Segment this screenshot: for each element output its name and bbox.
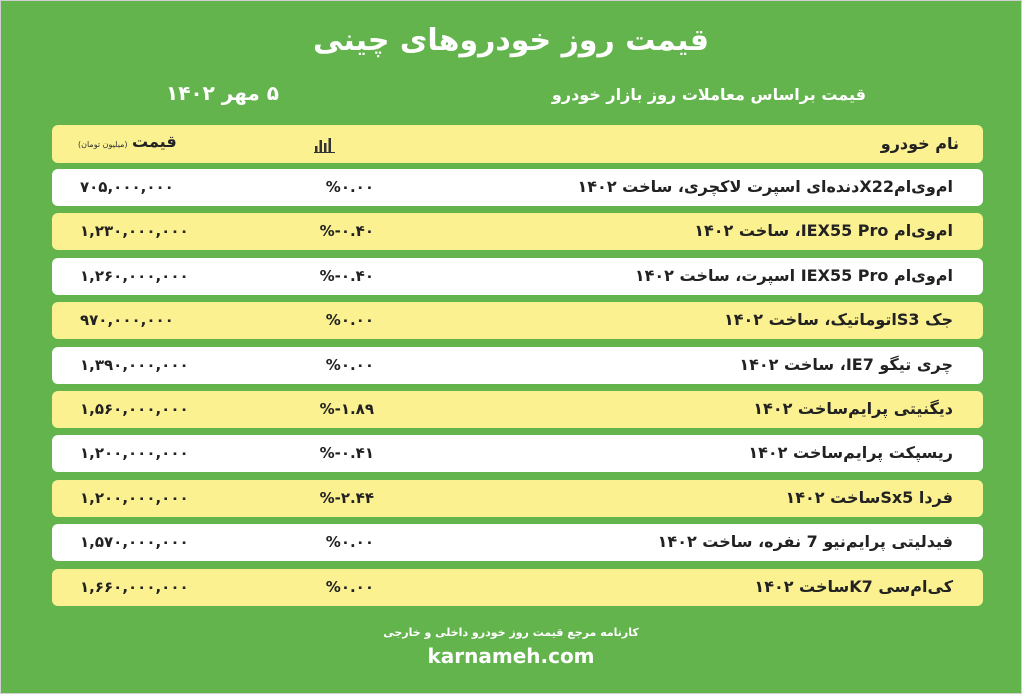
- table-row: فیدلیتی پرایم‌نیو 7 نفره، ساخت ۱۴۰۲ %۰.۰۰…: [52, 524, 983, 561]
- header-price: قیمت: [132, 132, 177, 151]
- table-row: فردا Sx5ساخت ۱۴۰۲ %-۲.۴۴ ۱,۲۰۰,۰۰۰,۰۰۰: [52, 480, 983, 517]
- price-change: %-۰.۴۰: [319, 267, 374, 285]
- car-price: ۱,۵۶۰,۰۰۰,۰۰۰: [80, 400, 189, 418]
- price-change: %۰.۰۰: [325, 356, 374, 374]
- subtitle: قیمت براساس معاملات روز بازار خودرو: [551, 85, 866, 104]
- date-label: ۵ مهر ۱۴۰۲: [166, 81, 279, 105]
- car-name: فیدلیتی پرایم‌نیو 7 نفره، ساخت ۱۴۰۲: [657, 532, 953, 551]
- car-name: چری تیگو IE7، ساخت ۱۴۰۲: [739, 355, 953, 374]
- car-name: دیگنیتی پرایم‌ساخت ۱۴۰۲: [753, 399, 953, 418]
- price-change: %۰.۰۰: [325, 578, 374, 596]
- price-change: %-۱.۸۹: [319, 400, 374, 418]
- car-price: ۷۰۵,۰۰۰,۰۰۰: [80, 178, 174, 196]
- price-change: %-۲.۴۴: [319, 489, 374, 507]
- car-name: فردا Sx5ساخت ۱۴۰۲: [785, 488, 953, 507]
- car-name: ام‌وی‌ام IEX55 Pro، ساخت ۱۴۰۲: [694, 221, 953, 240]
- table-row: ام‌وی‌ام IEX55 Pro اسپرت، ساخت ۱۴۰۲ %-۰.۴…: [52, 258, 983, 295]
- header-price-unit: (میلیون تومان): [78, 140, 128, 149]
- car-name: ام‌وی‌امX22دنده‌ای اسپرت لاکچری، ساخت ۱۴…: [577, 177, 953, 196]
- car-price: ۱,۲۰۰,۰۰۰,۰۰۰: [80, 489, 189, 507]
- price-change: %۰.۰۰: [325, 311, 374, 329]
- car-price: ۱,۳۹۰,۰۰۰,۰۰۰: [80, 356, 189, 374]
- table-row: دیگنیتی پرایم‌ساخت ۱۴۰۲ %-۱.۸۹ ۱,۵۶۰,۰۰۰,۰…: [52, 391, 983, 428]
- car-price: ۱,۶۶۰,۰۰۰,۰۰۰: [80, 578, 189, 596]
- price-change: %۰.۰۰: [325, 178, 374, 196]
- table-row: ام‌وی‌امX22دنده‌ای اسپرت لاکچری، ساخت ۱۴…: [52, 169, 983, 206]
- footer-site: karnameh.com: [427, 644, 595, 668]
- footer-tagline: کارنامه مرجع قیمت روز خودرو داخلی و خارج…: [383, 626, 639, 639]
- car-name: ریسپکت پرایم‌ساخت ۱۴۰۲: [748, 443, 953, 462]
- price-change: %۰.۰۰: [325, 533, 374, 551]
- table-row: جک S3اتوماتیک، ساخت ۱۴۰۲ %۰.۰۰ ۹۷۰,۰۰۰,۰۰۰: [52, 302, 983, 339]
- bar-chart-icon: [314, 137, 336, 153]
- table-row: ام‌وی‌ام IEX55 Pro، ساخت ۱۴۰۲ %-۰.۴۰ ۱,۲۳۰…: [52, 213, 983, 250]
- car-name: جک S3اتوماتیک، ساخت ۱۴۰۲: [724, 310, 953, 329]
- price-change: %-۰.۴۱: [319, 444, 374, 462]
- table-header: نام خودرو قیمت (میلیون تومان): [52, 125, 983, 163]
- table-row: کی‌ام‌سی K7ساخت ۱۴۰۲ %۰.۰۰ ۱,۶۶۰,۰۰۰,۰۰۰: [52, 569, 983, 606]
- car-name: کی‌ام‌سی K7ساخت ۱۴۰۲: [754, 577, 953, 596]
- table-row: چری تیگو IE7، ساخت ۱۴۰۲ %۰.۰۰ ۱,۳۹۰,۰۰۰,۰۰…: [52, 347, 983, 384]
- header-car-name: نام خودرو: [880, 134, 959, 153]
- car-price: ۹۷۰,۰۰۰,۰۰۰: [80, 311, 174, 329]
- car-name: ام‌وی‌ام IEX55 Pro اسپرت، ساخت ۱۴۰۲: [634, 266, 953, 285]
- car-price: ۱,۲۳۰,۰۰۰,۰۰۰: [80, 222, 189, 240]
- car-price: ۱,۵۷۰,۰۰۰,۰۰۰: [80, 533, 189, 551]
- page-title: قیمت روز خودروهای چینی: [312, 23, 710, 58]
- car-price: ۱,۲۰۰,۰۰۰,۰۰۰: [80, 444, 189, 462]
- table-row: ریسپکت پرایم‌ساخت ۱۴۰۲ %-۰.۴۱ ۱,۲۰۰,۰۰۰,۰۰…: [52, 435, 983, 472]
- price-change: %-۰.۴۰: [319, 222, 374, 240]
- car-price: ۱,۲۶۰,۰۰۰,۰۰۰: [80, 267, 189, 285]
